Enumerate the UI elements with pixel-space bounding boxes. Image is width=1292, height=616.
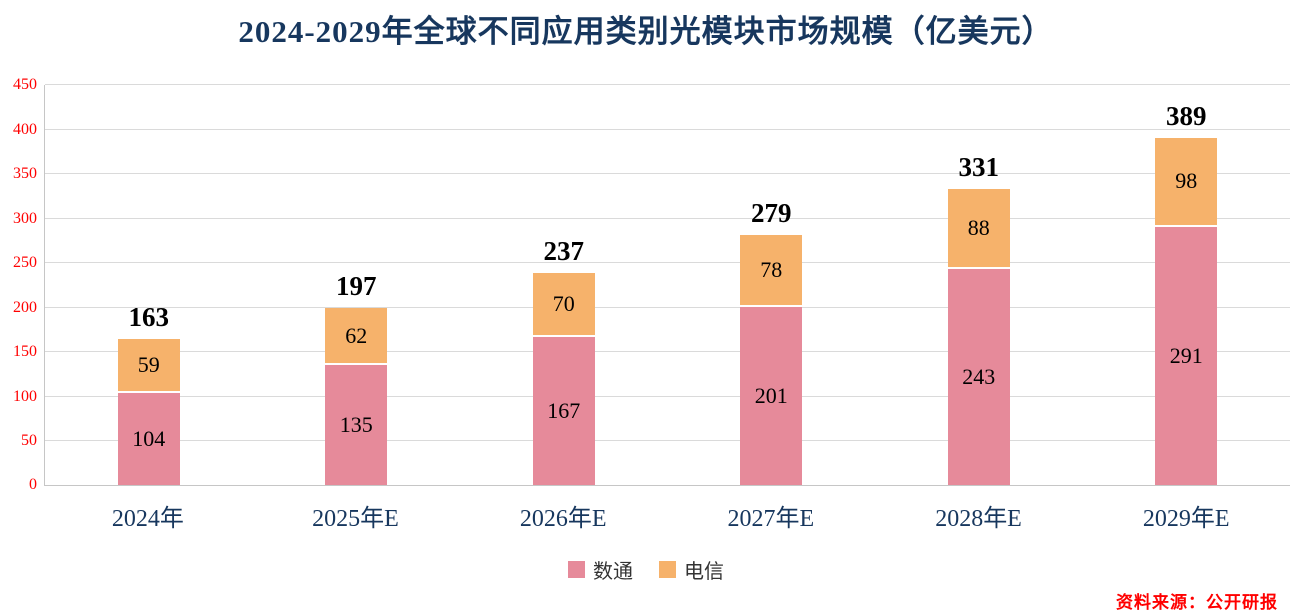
gridline (45, 173, 1290, 175)
y-tick-label: 450 (13, 76, 37, 94)
x-axis-label: 2029年E (1142, 506, 1230, 533)
legend-item-电信: 电信 (659, 555, 724, 584)
bar-segment-value: 201 (754, 383, 788, 409)
y-tick-label: 250 (13, 254, 37, 272)
bar-column: 197 62 135 (253, 85, 461, 486)
x-axis-label: 2024年 (111, 506, 184, 533)
bar-segment-value: 78 (760, 257, 783, 283)
bar-total-label: 389 (1166, 100, 1207, 131)
bar-segment-电信: 62 (325, 308, 388, 364)
x-axis-label: 2026年E (519, 506, 607, 533)
bar-segment-数通: 135 (325, 363, 388, 486)
bar-segment-电信: 59 (117, 338, 180, 391)
bar-total-label: 163 (128, 301, 170, 332)
gridline (45, 84, 1290, 86)
legend-item-数通: 数通 (568, 555, 633, 584)
legend-swatch (659, 561, 676, 579)
bar-segment-value: 104 (132, 426, 166, 452)
bar-segment-电信: 78 (740, 235, 803, 305)
gridline (45, 217, 1290, 219)
y-tick-label: 100 (13, 387, 37, 405)
bar-stack: 98 291 (1155, 137, 1218, 486)
gridline (45, 351, 1290, 353)
bar-total-label: 237 (543, 235, 585, 266)
bar-column: 163 59 104 (45, 85, 253, 486)
bar-segment-value: 167 (547, 398, 581, 424)
bar-segment-value: 243 (962, 364, 996, 390)
bar-segment-value: 59 (137, 351, 160, 377)
legend-label: 电信 (684, 561, 724, 584)
legend-swatch (568, 561, 585, 579)
y-tick-label: 400 (13, 120, 37, 138)
y-tick-label: 350 (13, 165, 37, 183)
plot-area: 0 50 100 150 200 250 300 350 400 450 163 59 104 197 62… (13, 77, 1291, 493)
gridline (45, 395, 1290, 397)
bar-segment-value: 70 (552, 290, 575, 316)
bar-column: 279 78 201 (668, 85, 876, 486)
bar-column: 331 88 243 (875, 85, 1083, 486)
y-tick-label: 200 (13, 298, 37, 316)
bar-segment-value: 291 (1169, 343, 1203, 369)
y-tick-label: 300 (13, 209, 37, 227)
x-axis-label: 2027年E (727, 506, 815, 533)
bar-stack: 88 243 (947, 189, 1010, 486)
bar-segment-数通: 201 (740, 304, 803, 486)
bar-stack: 70 167 (532, 272, 595, 486)
bar-total-label: 279 (751, 198, 792, 229)
chart-title: 2024-2029年全球不同应用类别光模块市场规模（亿美元） (238, 14, 1054, 49)
chart: 0 50 100 150 200 250 300 350 400 450 163 59 104 197 62… (0, 77, 1292, 584)
legend: 数通 电信 (0, 555, 1292, 584)
bar-total-label: 331 (958, 152, 1000, 183)
legend-label: 数通 (593, 561, 633, 584)
bar-segment-value: 62 (345, 322, 368, 348)
bar-segment-value: 135 (339, 412, 373, 438)
gridline (45, 306, 1290, 308)
x-axis-labels: 2024年 2025年E 2026年E 2027年E 2028年E 2029年E (44, 498, 1290, 533)
y-tick-label: 0 (29, 476, 37, 494)
bar-segment-value: 88 (967, 215, 990, 241)
x-axis-label: 2025年E (312, 506, 399, 533)
bar-column: 237 70 167 (460, 85, 668, 486)
bar-columns: 163 59 104 197 62 135 237 70 167 279 78 201 331 88 243… (45, 85, 1291, 486)
bar-segment-电信: 98 (1155, 137, 1218, 225)
bar-segment-数通: 104 (117, 390, 180, 486)
gridline (45, 439, 1290, 441)
bar-column: 389 98 291 (1083, 85, 1291, 486)
bar-segment-value: 98 (1175, 168, 1198, 194)
bar-segment-数通: 291 (1155, 224, 1218, 486)
gridline (45, 262, 1290, 264)
gridline (45, 128, 1290, 130)
bar-segment-电信: 88 (947, 189, 1010, 268)
bar-segment-数通: 167 (532, 334, 595, 486)
bar-stack: 78 201 (740, 235, 803, 486)
bar-stack: 62 135 (325, 308, 388, 486)
y-tick-label: 50 (21, 431, 37, 449)
x-axis-label: 2028年E (935, 506, 1022, 533)
y-tick-label: 150 (13, 343, 37, 361)
bar-total-label: 197 (336, 271, 377, 302)
source-note: 资料来源：公开研报 (1116, 588, 1278, 616)
bar-stack: 59 104 (117, 338, 180, 486)
bar-segment-数通: 243 (947, 267, 1010, 486)
bar-segment-电信: 70 (532, 272, 595, 335)
